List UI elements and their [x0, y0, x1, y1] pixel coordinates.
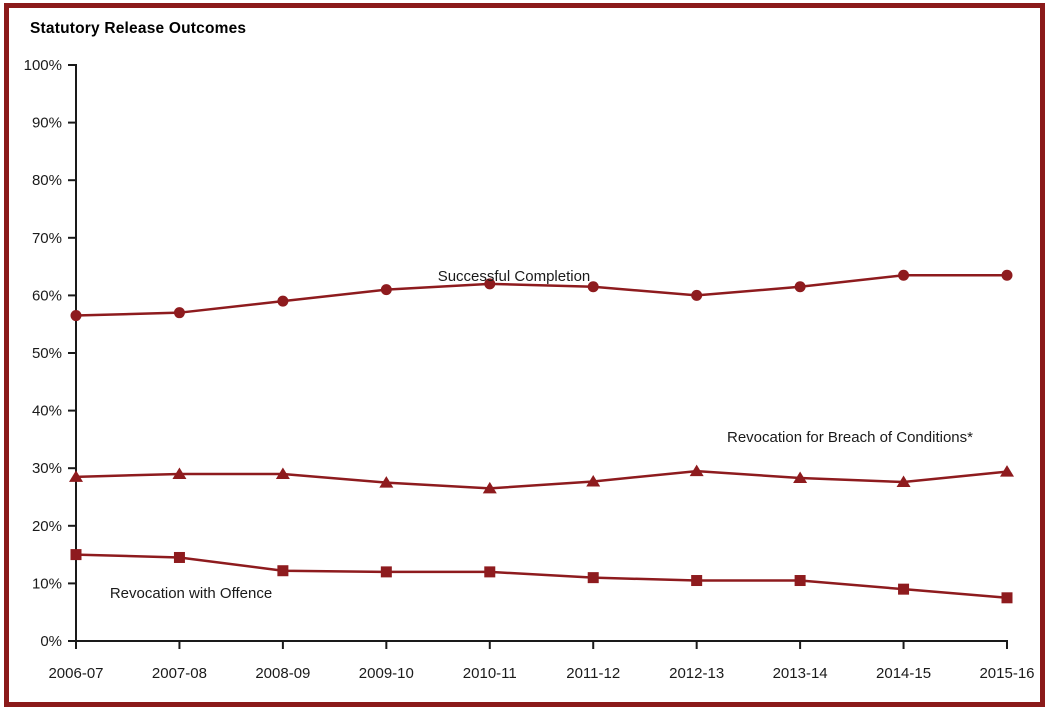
data-point-circle [587, 281, 599, 293]
data-point-square [1001, 592, 1013, 604]
data-point-triangle [69, 470, 83, 482]
data-point-triangle [379, 476, 394, 488]
y-tick-label: 50% [32, 345, 62, 362]
x-tick-label: 2011-12 [566, 665, 620, 682]
series-line-1 [75, 469, 1008, 490]
data-point-circle [691, 289, 703, 301]
data-point-square [898, 583, 910, 595]
series-label-0: Successful Completion [438, 268, 591, 285]
data-point-triangle [172, 467, 187, 479]
data-point-triangle [586, 474, 601, 487]
y-tick-label: 100% [24, 57, 62, 74]
y-tick-label: 80% [32, 172, 62, 189]
data-point-circle [1001, 269, 1013, 281]
x-tick-label: 2007-08 [152, 665, 207, 682]
data-point-square [173, 551, 185, 563]
data-point-square [380, 566, 392, 578]
x-tick-label: 2014-15 [876, 665, 931, 682]
x-tick-label: 2006-07 [48, 665, 103, 682]
series-label-1: Revocation for Breach of Conditions* [727, 429, 973, 446]
data-point-circle [277, 295, 289, 307]
y-tick-label: 70% [32, 230, 62, 247]
chart-title: Statutory Release Outcomes [30, 20, 247, 37]
data-point-circle [173, 307, 185, 319]
series-line-2 [75, 553, 1008, 600]
data-point-triangle [793, 471, 808, 483]
data-point-circle [484, 278, 496, 290]
data-point-circle [70, 310, 82, 322]
x-tick-label: 2008-09 [255, 665, 310, 682]
data-point-triangle [482, 481, 497, 494]
series-line-0 [75, 273, 1007, 317]
data-point-square [691, 575, 703, 587]
data-point-triangle [1000, 465, 1014, 477]
data-point-triangle [689, 464, 704, 477]
data-point-triangle [275, 467, 290, 479]
data-point-square [794, 575, 806, 587]
y-tick-label: 30% [32, 460, 62, 477]
series-label-2: Revocation with Offence [110, 585, 272, 602]
y-tick-label: 90% [32, 115, 62, 132]
data-point-square [587, 572, 599, 584]
x-tick-label: 2013-14 [773, 665, 828, 682]
x-tick-label: 2010-11 [463, 665, 517, 682]
x-tick-label: 2012-13 [669, 665, 724, 682]
panel-border [4, 3, 1045, 707]
data-point-circle [898, 269, 910, 281]
data-point-circle [380, 284, 392, 296]
data-point-square [484, 566, 496, 578]
y-tick-label: 20% [32, 518, 62, 535]
data-point-circle [794, 281, 806, 293]
data-point-square [70, 549, 82, 561]
x-tick-label: 2015-16 [979, 665, 1034, 682]
y-tick-label: 10% [32, 575, 62, 592]
x-tick-label: 2009-10 [359, 665, 414, 682]
y-tick-label: 60% [32, 287, 62, 304]
data-point-triangle [896, 475, 911, 488]
data-point-square [277, 565, 289, 577]
y-tick-label: 40% [32, 403, 62, 420]
y-tick-label: 0% [40, 633, 62, 650]
